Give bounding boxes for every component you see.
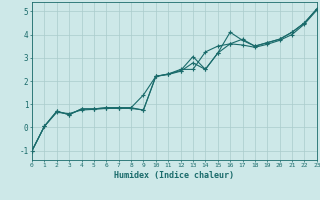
X-axis label: Humidex (Indice chaleur): Humidex (Indice chaleur) (115, 171, 234, 180)
